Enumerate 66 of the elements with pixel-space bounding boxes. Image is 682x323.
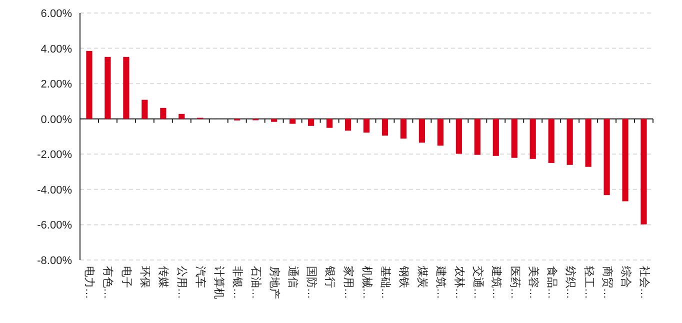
bar: [585, 118, 592, 167]
x-tick-label: 有色…: [102, 266, 114, 299]
bar: [492, 118, 499, 156]
x-tick-label: 环保: [138, 266, 151, 288]
y-tick-label: 0.00%: [40, 114, 72, 126]
bar: [326, 118, 333, 128]
bar: [308, 118, 314, 126]
x-tick-label: 家用…: [342, 266, 356, 299]
x-tick-label: 公用…: [176, 266, 188, 299]
x-tick-label: 煤炭: [416, 266, 429, 288]
bar: [530, 118, 536, 159]
x-tick-label: 社会…: [638, 266, 651, 299]
x-tick-label: 房地产: [268, 266, 282, 299]
x-tick-label: 国防…: [305, 266, 318, 299]
x-tick-label: 商贸…: [600, 266, 614, 299]
bar: [548, 118, 554, 163]
bar: [160, 108, 166, 119]
bar: [290, 118, 296, 124]
bar: [437, 118, 444, 146]
y-tick-label: 4.00%: [40, 43, 72, 56]
x-tick-label: 电力…: [83, 266, 96, 299]
x-tick-label: 石油…: [250, 266, 263, 299]
bar: [474, 118, 480, 155]
y-tick-label: -6.00%: [37, 220, 72, 232]
bar: [604, 118, 610, 196]
y-tick-label: 6.00%: [40, 8, 72, 20]
bar: [271, 118, 278, 122]
bar: [400, 118, 407, 139]
x-tick-label: 纺织…: [564, 266, 577, 299]
x-tick-label: 汽车: [194, 266, 208, 288]
bar: [142, 100, 148, 119]
x-tick-label: 医药…: [508, 266, 522, 299]
x-tick-label: 综合: [619, 266, 632, 288]
bar: [511, 118, 518, 158]
x-tick-label: 传媒: [157, 266, 170, 288]
bar: [640, 118, 647, 224]
bar: [344, 118, 352, 131]
bar: [566, 118, 573, 165]
bar: [104, 56, 111, 119]
bar: [123, 56, 130, 119]
x-tick-label: 计算机: [212, 266, 226, 299]
x-tick-label: 轻工…: [582, 266, 594, 299]
y-tick-label: -8.00%: [37, 255, 72, 267]
x-tick-label: 通信: [286, 266, 300, 288]
bar: [456, 118, 462, 154]
x-tick-label: 交通…: [471, 266, 484, 299]
y-tick-label: 2.00%: [40, 78, 72, 91]
y-tick-label: -2.00%: [37, 149, 72, 162]
x-tick-label: 食品…: [545, 266, 558, 299]
bar: [622, 118, 628, 202]
x-tick-label: 美容…: [526, 266, 540, 299]
x-tick-label: 银行: [324, 265, 336, 288]
bar: [86, 50, 92, 119]
bar: [363, 118, 370, 133]
x-tick-label: 电子: [120, 266, 134, 288]
x-tick-label: 钢铁: [397, 265, 410, 288]
bar: [178, 114, 185, 119]
x-tick-label: 基础…: [378, 266, 392, 299]
bar: [418, 118, 425, 143]
x-tick-label: 非银…: [231, 266, 244, 299]
x-tick-label: 农林…: [452, 266, 466, 299]
x-tick-label: 建筑…: [490, 265, 503, 299]
y-tick-label: -4.00%: [37, 184, 72, 196]
x-tick-label: 机械…: [360, 266, 374, 299]
bar: [382, 118, 388, 136]
x-tick-label: 建筑…: [434, 265, 448, 299]
